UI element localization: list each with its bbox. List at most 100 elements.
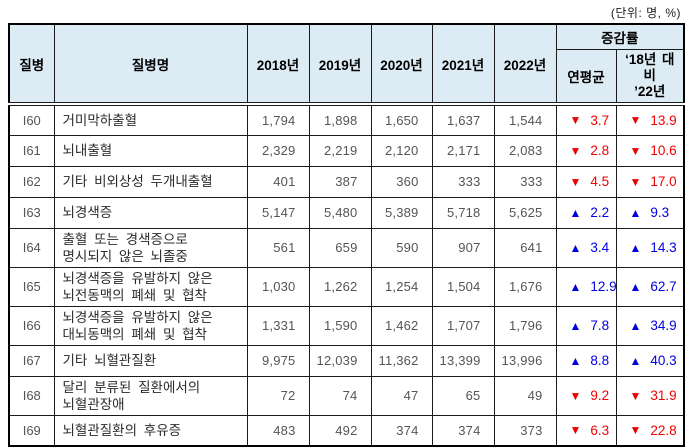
year-value-cell-2018: 1,331 [246,305,310,346]
triangle-up-icon: ▲ [569,318,582,333]
table-row: I65 뇌경색증을 유발하지 않은 뇌전동맥의 폐쇄 및 협착 1,030 1,… [8,266,685,307]
disease-name-cell: 뇌혈관질환의 후유증 [53,414,248,447]
table-row: I66 뇌경색증을 유발하지 않은 대뇌동맥의 폐쇄 및 협착 1,331 1,… [8,305,685,346]
change-vs-cell: ▼ 22.8 [615,414,685,447]
year-value-cell-2018: 483 [246,414,310,447]
year-value-cell-2020: 590 [370,227,433,268]
disease-code-cell: I67 [8,344,55,377]
table-row: I69 뇌혈관질환의 후유증 483 492 374 374 373 ▼ 6.3… [8,414,685,447]
change-average-cell: ▼ 3.7 [555,103,617,136]
year-value-cell-2020: 1,462 [370,305,433,346]
change-value: 12.9 [590,279,616,294]
year-value-cell-2019: 12,039 [308,344,372,377]
triangle-down-icon: ▼ [629,423,642,438]
change-average-cell: ▲ 3.4 [555,227,617,268]
change-vs-cell: ▲ 14.3 [615,227,685,268]
disease-code-cell: I63 [8,196,55,229]
change-average-cell: ▲ 12.9 [555,266,617,307]
change-value: 7.8 [590,318,610,333]
table-row: I68 달리 분류된 질환에서의 뇌혈관장애 72 74 47 65 49 ▼ … [8,375,685,416]
year-value-cell-2019: 659 [308,227,372,268]
disease-name-cell: 뇌경색증을 유발하지 않은 뇌전동맥의 폐쇄 및 협착 [53,266,248,307]
col-header-year-2022: 2022년 [493,23,557,106]
col-header-change-group: 증감률 [555,23,685,50]
triangle-down-icon: ▼ [569,174,582,189]
unit-label: (단위: 명, %) [610,6,681,20]
triangle-up-icon: ▲ [629,205,642,220]
year-value-cell-2019: 1,590 [308,305,372,346]
col-header-disease-name: 질병명 [53,23,248,106]
year-value-cell-2022: 5,625 [493,196,557,229]
triangle-up-icon: ▲ [629,318,642,333]
triangle-down-icon: ▼ [569,143,582,158]
table-row: I64 출혈 또는 경색증으로 명시되지 않은 뇌졸중 561 659 590 … [8,227,685,268]
year-value-cell-2021: 374 [431,414,495,447]
year-value-cell-2022: 1,676 [493,266,557,307]
disease-code-cell: I62 [8,165,55,198]
year-value-cell-2021: 907 [431,227,495,268]
change-value: 14.3 [650,240,677,255]
table-header: 질병 질병명 2018년 2019년 2020년 2021년 2022년 증감률… [8,23,685,106]
change-average-cell: ▲ 8.8 [555,344,617,377]
change-value: 13.9 [650,112,677,128]
change-value: 3.4 [590,240,610,255]
table-row: I62 기타 비외상성 두개내출혈 401 387 360 333 333 ▼ … [8,165,685,198]
change-value: 2.8 [590,143,610,158]
triangle-down-icon: ▼ [569,388,582,403]
change-value: 3.7 [590,112,610,128]
disease-code-cell: I68 [8,375,55,416]
change-value: 9.2 [590,388,610,403]
year-value-cell-2020: 11,362 [370,344,433,377]
year-value-cell-2022: 49 [493,375,557,416]
table-row: I61 뇌내출혈 2,329 2,219 2,120 2,171 2,083 ▼… [8,134,685,167]
year-value-cell-2022: 373 [493,414,557,447]
change-value: 6.3 [590,422,610,438]
change-value: 2.2 [590,205,610,220]
year-value-cell-2022: 2,083 [493,134,557,167]
year-value-cell-2018: 2,329 [246,134,310,167]
change-vs-cell: ▼ 13.9 [615,103,685,136]
change-value: 4.5 [590,174,610,189]
triangle-down-icon: ▼ [569,113,582,128]
table-row: I63 뇌경색증 5,147 5,480 5,389 5,718 5,625 ▲… [8,196,685,229]
col-header-disease-code: 질병 [8,23,55,106]
change-average-cell: ▼ 9.2 [555,375,617,416]
year-value-cell-2021: 333 [431,165,495,198]
year-value-cell-2019: 1,898 [308,103,372,136]
year-value-cell-2019: 492 [308,414,372,447]
year-value-cell-2021: 13,399 [431,344,495,377]
year-value-cell-2022: 1,796 [493,305,557,346]
year-value-cell-2020: 5,389 [370,196,433,229]
triangle-up-icon: ▲ [629,353,642,368]
disease-code-cell: I60 [8,103,55,136]
year-value-cell-2020: 1,650 [370,103,433,136]
year-value-cell-2022: 1,544 [493,103,557,136]
year-value-cell-2020: 1,254 [370,266,433,307]
change-value: 40.3 [650,353,677,368]
triangle-up-icon: ▲ [569,240,582,255]
disease-name-cell: 기타 비외상성 두개내출혈 [53,165,248,198]
disease-name-cell: 뇌내출혈 [53,134,248,167]
table-body: I60 거미막하출혈 1,794 1,898 1,650 1,637 1,544… [8,103,685,447]
year-value-cell-2019: 2,219 [308,134,372,167]
year-value-cell-2019: 1,262 [308,266,372,307]
disease-name-cell: 뇌경색증 [53,196,248,229]
col-header-change-vs-2018: ‘18년 대비 ’22년 [615,49,685,106]
year-value-cell-2020: 2,120 [370,134,433,167]
triangle-down-icon: ▼ [629,174,642,189]
year-value-cell-2022: 641 [493,227,557,268]
triangle-down-icon: ▼ [629,388,642,403]
year-value-cell-2021: 1,707 [431,305,495,346]
year-value-cell-2020: 360 [370,165,433,198]
year-value-cell-2020: 47 [370,375,433,416]
col-header-year-2021: 2021년 [431,23,495,106]
year-value-cell-2018: 72 [246,375,310,416]
disease-code-cell: I69 [8,414,55,447]
change-average-cell: ▼ 4.5 [555,165,617,198]
change-vs-cell: ▲ 40.3 [615,344,685,377]
disease-name-cell: 뇌경색증을 유발하지 않은 대뇌동맥의 폐쇄 및 협착 [53,305,248,346]
change-value: 10.6 [650,143,677,158]
year-value-cell-2022: 13,996 [493,344,557,377]
year-value-cell-2019: 5,480 [308,196,372,229]
